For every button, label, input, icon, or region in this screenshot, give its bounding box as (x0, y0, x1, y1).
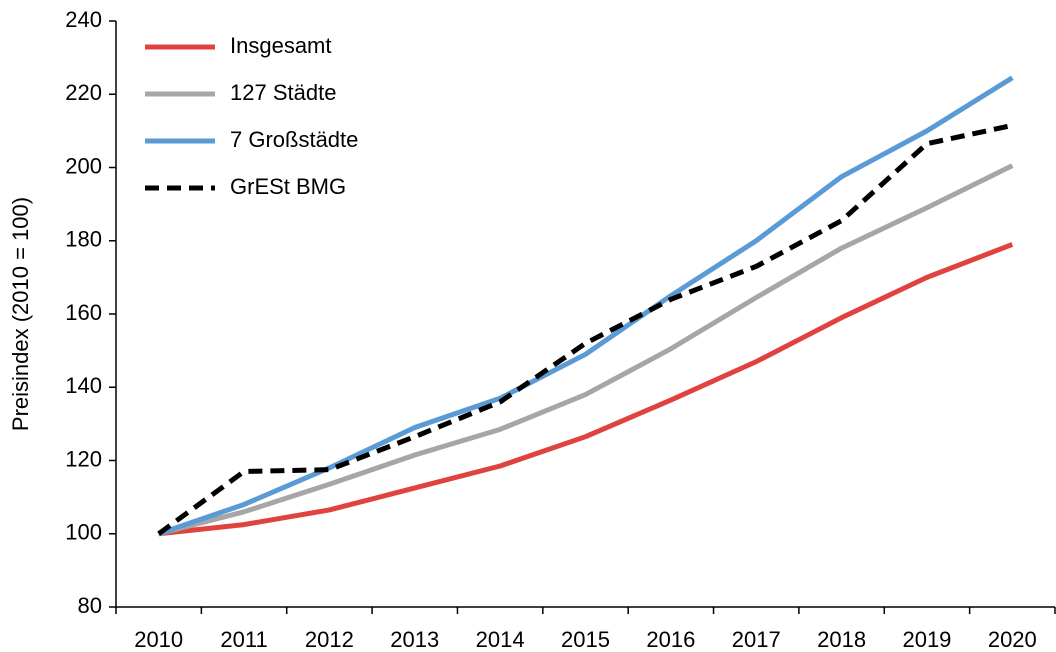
series-line (158, 163, 1014, 537)
x-tick-label: 2016 (646, 627, 695, 652)
x-tick-label: 2014 (476, 627, 525, 652)
y-tick-label: 220 (65, 80, 102, 105)
x-tick-label: 2010 (134, 627, 183, 652)
y-tick-label: 140 (65, 373, 102, 398)
series-line (157, 122, 1013, 536)
x-tick-label: 2018 (817, 627, 866, 652)
y-tick-label: 200 (65, 153, 102, 178)
x-tick-label: 2017 (732, 627, 781, 652)
series-line (157, 75, 1014, 537)
x-tick-label: 2013 (390, 627, 439, 652)
x-tick-label: 2020 (988, 627, 1037, 652)
legend-label: GrESt BMG (230, 174, 346, 199)
y-tick-label: 80 (78, 593, 102, 618)
legend-label: 127 Städte (230, 80, 336, 105)
y-tick-label: 160 (65, 300, 102, 325)
series-line (158, 242, 1014, 537)
y-tick-label: 100 (65, 520, 102, 545)
x-tick-label: 2019 (902, 627, 951, 652)
y-tick-label: 120 (65, 446, 102, 471)
legend-label: Insgesamt (230, 33, 332, 58)
x-tick-label: 2015 (561, 627, 610, 652)
y-tick-label: 240 (65, 7, 102, 32)
y-tick-label: 180 (65, 227, 102, 252)
x-tick-label: 2012 (305, 627, 354, 652)
x-tick-label: 2011 (220, 627, 267, 652)
legend-label: 7 Großstädte (230, 127, 358, 152)
y-axis-label: Preisindex (2010 = 100) (8, 197, 33, 431)
